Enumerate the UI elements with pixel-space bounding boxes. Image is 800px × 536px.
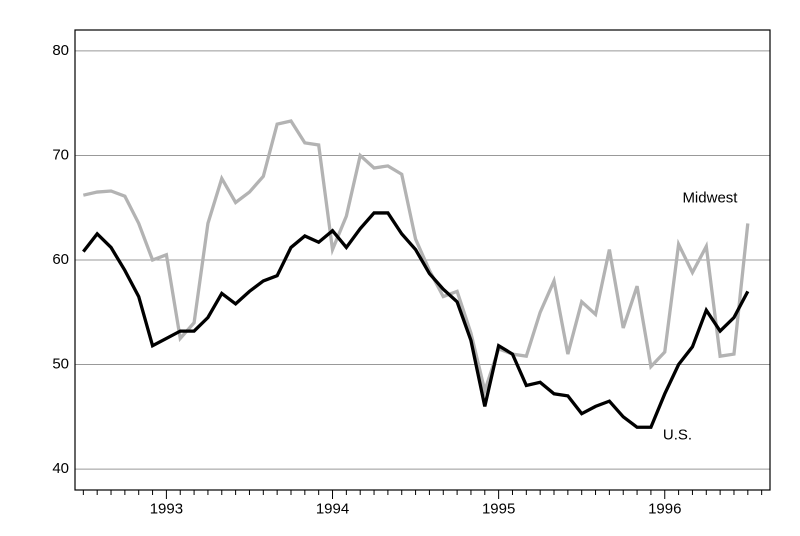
midwest-label: Midwest	[682, 190, 738, 207]
y-tick-label: 50	[52, 356, 69, 373]
x-tick-label: 1993	[150, 500, 183, 517]
chart-container: 40 50 60 70 80 1993 1994 1995 1996 Midwest U.S.	[0, 0, 800, 536]
line-chart: 40 50 60 70 80 1993 1994 1995 1996 Midwest U.S.	[0, 0, 800, 536]
x-tick-label: 1996	[648, 500, 681, 517]
x-tick-label: 1994	[316, 500, 349, 517]
y-tick-label: 60	[52, 251, 69, 268]
y-tick-label: 80	[52, 42, 69, 59]
y-tick-label: 70	[52, 146, 69, 163]
y-tick-label: 40	[52, 460, 69, 477]
x-tick-label: 1995	[482, 500, 515, 517]
us-label: U.S.	[663, 426, 692, 443]
